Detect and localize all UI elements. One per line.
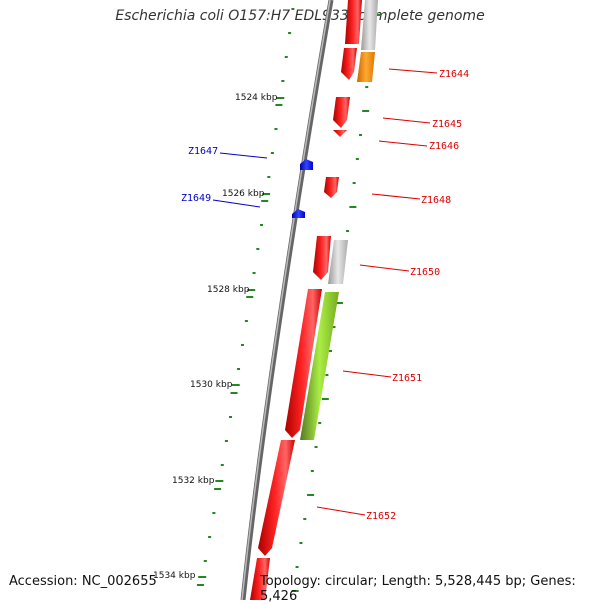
tick-label: 1532 kbp: [172, 476, 215, 486]
secondary-features: [300, 0, 378, 440]
gene-shape[interactable]: [285, 289, 322, 438]
gene-label-z1650[interactable]: Z1650: [410, 267, 440, 278]
minor-tick: [359, 134, 363, 136]
minor-tick: [349, 206, 357, 208]
gene-label-z1652[interactable]: Z1652: [366, 511, 396, 522]
minor-tick: [295, 566, 299, 568]
gene-shape[interactable]: [333, 130, 347, 137]
major-tick: [215, 480, 224, 482]
gene-label-z1651[interactable]: Z1651: [392, 373, 422, 384]
grey-feature[interactable]: [361, 0, 378, 50]
gene-label-z1647[interactable]: Z1647: [188, 146, 218, 157]
tick-label: 1526 kbp: [222, 189, 265, 199]
minor-tick: [318, 422, 322, 424]
orange-feature[interactable]: [357, 52, 375, 82]
major-tick: [196, 584, 204, 586]
major-tick: [214, 488, 222, 490]
gene-shape[interactable]: [313, 236, 331, 280]
minor-tick: [355, 158, 359, 160]
gene-shape[interactable]: [250, 558, 270, 600]
minor-tick: [335, 302, 343, 304]
minor-tick: [212, 512, 216, 514]
minor-tick: [281, 80, 285, 82]
minor-tick: [270, 152, 274, 154]
minor-tick: [237, 368, 241, 370]
minor-tick: [321, 398, 329, 400]
minor-tick: [374, 14, 382, 16]
gene-shape[interactable]: [341, 48, 357, 80]
major-tick: [247, 289, 256, 291]
gene-label-z1646[interactable]: Z1646: [429, 141, 459, 152]
gene-shape[interactable]: [258, 440, 295, 556]
minor-tick: [310, 470, 314, 472]
gene-label-z1648[interactable]: Z1648: [421, 195, 451, 206]
green-feature[interactable]: [300, 292, 339, 440]
minor-tick: [365, 86, 369, 88]
grey-feature[interactable]: [328, 240, 348, 284]
major-tick: [276, 97, 285, 99]
minor-tick: [332, 326, 336, 328]
major-tick: [261, 200, 269, 202]
minor-tick: [307, 494, 315, 496]
minor-tick: [291, 590, 299, 592]
major-tick: [262, 193, 271, 195]
major-tick: [275, 104, 283, 106]
minor-tick: [252, 272, 256, 274]
minor-tick: [303, 518, 307, 520]
minor-tick: [325, 374, 329, 376]
gene-shape[interactable]: [345, 0, 362, 44]
forward-genes: [250, 0, 362, 600]
gene-label-z1649[interactable]: Z1649: [181, 193, 211, 204]
minor-tick: [291, 8, 295, 10]
genome-backbone-highlight: [241, 0, 331, 600]
gene-labels: Z1644 Z1645 Z1646 Z1647 Z1648 Z1649 Z165…: [181, 69, 469, 522]
map-title: Escherichia coli O157:H7 EDL933, complet…: [115, 8, 485, 24]
major-tick: [231, 384, 240, 386]
minor-tick: [224, 440, 228, 442]
minor-tick: [256, 248, 260, 250]
accession-text: Accession: NC_002655: [9, 574, 157, 589]
gene-leaders: [212, 68, 438, 516]
minor-tick: [288, 32, 292, 34]
genome-backbone: [240, 0, 334, 600]
major-tick: [246, 296, 254, 298]
minor-tick: [203, 560, 207, 562]
minor-tick: [362, 110, 370, 112]
minor-tick: [328, 350, 332, 352]
tick-label: 1524 kbp: [235, 93, 278, 103]
ruler-left: [196, 8, 295, 586]
tick-labels: 1524 kbp 1526 kbp 1528 kbp 1530 kbp 1532…: [153, 93, 278, 581]
gene-shape[interactable]: [300, 159, 313, 170]
minor-tick: [229, 416, 233, 418]
gene-shape[interactable]: [292, 209, 305, 218]
minor-tick: [314, 446, 318, 448]
minor-tick: [267, 176, 271, 178]
minor-tick: [260, 224, 264, 226]
minor-tick: [352, 182, 356, 184]
gene-label-z1645[interactable]: Z1645: [432, 119, 462, 130]
minor-tick: [284, 56, 288, 58]
tick-label: 1534 kbp: [153, 571, 196, 581]
minor-tick: [240, 344, 244, 346]
gene-shape[interactable]: [324, 177, 339, 198]
minor-tick: [244, 320, 248, 322]
reverse-genes: [292, 159, 313, 218]
tick-label: 1530 kbp: [190, 380, 233, 390]
minor-tick: [346, 230, 350, 232]
gene-shape[interactable]: [333, 97, 350, 128]
minor-tick: [299, 542, 303, 544]
minor-tick: [274, 128, 278, 130]
tick-label: 1528 kbp: [207, 285, 250, 295]
major-tick: [230, 392, 238, 394]
major-tick: [198, 576, 207, 578]
minor-tick: [220, 464, 224, 466]
gene-label-z1644[interactable]: Z1644: [439, 69, 469, 80]
minor-tick: [208, 536, 212, 538]
